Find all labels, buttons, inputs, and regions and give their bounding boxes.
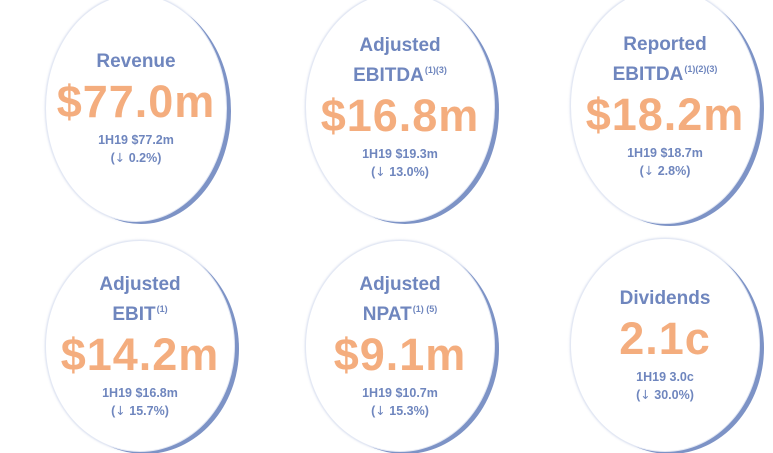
metric-change: (↓ 15.7%) <box>111 403 169 418</box>
metric-circle-adjusted-ebit: Adjusted EBIT(1) $14.2m 1H19 $16.8m (↓ 1… <box>45 240 235 452</box>
footnote-ref: (1)(3) <box>424 65 447 75</box>
metric-label: Revenue <box>96 51 176 72</box>
metric-value: $16.8m <box>320 90 480 141</box>
metric-label: Dividends <box>619 288 711 309</box>
footnote-ref: (1)(2)(3) <box>684 64 718 74</box>
metric-prior: 1H19 $77.2m <box>98 133 174 147</box>
down-arrow-icon: ↓ <box>640 387 651 402</box>
metric-label-line1: Adjusted <box>359 35 441 56</box>
metric-circle-reported-ebitda: Reported EBITDA(1)(2)(3) $18.2m 1H19 $18… <box>570 0 760 224</box>
metric-prior: 1H19 $16.8m <box>102 386 178 400</box>
footnote-ref: (1) (5) <box>412 304 438 314</box>
metric-circle-revenue: Revenue $77.0m 1H19 $77.2m (↓ 0.2%) <box>45 0 227 222</box>
metric-change: (↓ 13.0%) <box>371 164 429 179</box>
metric-change: (↓ 15.3%) <box>371 403 429 418</box>
down-arrow-icon: ↓ <box>375 164 386 179</box>
metric-circle-adjusted-npat: Adjusted NPAT(1) (5) $9.1m 1H19 $10.7m (… <box>305 240 495 452</box>
metric-label-line1: Adjusted <box>99 274 181 295</box>
metric-label-line1: Reported <box>623 34 707 55</box>
down-arrow-icon: ↓ <box>114 150 126 165</box>
metric-value: $18.2m <box>585 89 745 140</box>
metric-label-line2: EBIT(1) <box>112 304 168 325</box>
metric-value: 2.1c <box>619 313 711 364</box>
footnote-ref: (1) <box>156 304 168 314</box>
metric-label-line2: NPAT(1) (5) <box>362 304 438 325</box>
metric-circle-dividends: Dividends 2.1c 1H19 3.0c (↓ 30.0%) <box>570 238 760 452</box>
down-arrow-icon: ↓ <box>643 163 655 178</box>
metric-prior: 1H19 $18.7m <box>627 146 703 160</box>
down-arrow-icon: ↓ <box>375 403 386 418</box>
metric-change: (↓ 30.0%) <box>636 387 694 402</box>
metric-value: $9.1m <box>333 329 467 380</box>
metric-value: $14.2m <box>60 329 220 380</box>
metric-circle-adjusted-ebitda: Adjusted EBITDA(1)(3) $16.8m 1H19 $19.3m… <box>305 0 495 222</box>
metric-prior: 1H19 3.0c <box>636 370 694 384</box>
down-arrow-icon: ↓ <box>115 403 126 418</box>
metric-prior: 1H19 $19.3m <box>362 147 438 161</box>
metric-label-line1: Adjusted <box>359 274 441 295</box>
metric-prior: 1H19 $10.7m <box>362 386 438 400</box>
metric-change: (↓ 2.8%) <box>639 163 691 178</box>
metric-label-line2: EBITDA(1)(2)(3) <box>612 64 718 85</box>
metric-label-line2: EBITDA(1)(3) <box>353 65 447 86</box>
metric-value: $77.0m <box>56 76 216 127</box>
metric-change: (↓ 0.2%) <box>110 150 162 165</box>
